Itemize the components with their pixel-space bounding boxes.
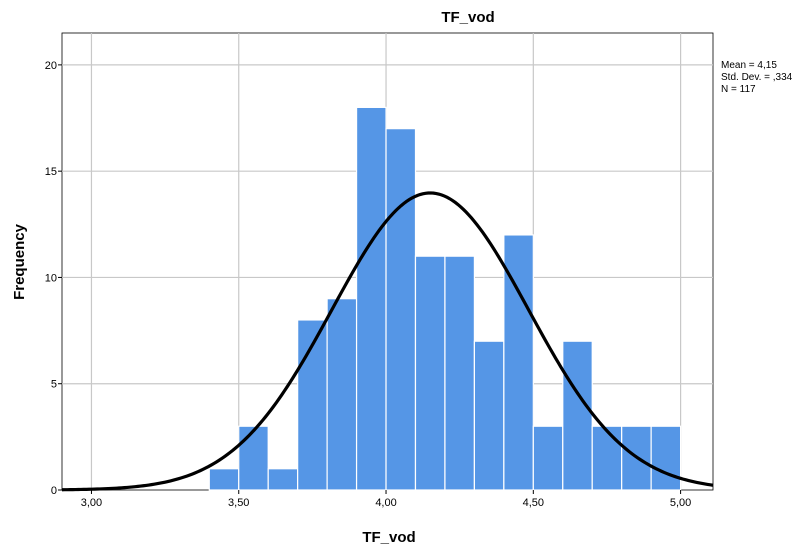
stats-n: N = 117: [721, 84, 756, 95]
histogram-bar: [414, 255, 446, 491]
histogram-bars: [208, 106, 682, 491]
x-tick-label: 4,00: [375, 497, 396, 509]
histogram-bar: [591, 425, 623, 491]
histogram-bar: [208, 468, 240, 491]
y-tick-label: 15: [45, 166, 57, 178]
histogram-bar: [238, 425, 269, 491]
histogram-bar: [503, 234, 534, 491]
histogram-bar: [562, 340, 593, 491]
y-tick-label: 10: [45, 272, 57, 284]
y-tick-label: 0: [51, 485, 57, 497]
chart-title: TF_vod: [441, 9, 494, 26]
x-tick-label: 5,00: [670, 497, 691, 509]
histogram-bar: [532, 425, 564, 491]
histogram-bar: [650, 425, 682, 491]
y-tick-label: 20: [45, 60, 57, 72]
histogram-bar: [355, 106, 387, 491]
histogram-bar: [385, 128, 417, 491]
x-tick-label: 3,50: [228, 497, 249, 509]
histogram-bar: [326, 298, 358, 491]
x-tick-label: 3,00: [81, 497, 102, 509]
y-axis-label: Frequency: [11, 223, 28, 300]
histogram-bar: [473, 340, 505, 491]
normal-curve: [61, 191, 714, 492]
stats-box: Mean = 4,15 Std. Dev. = ,334 N = 117: [721, 60, 793, 95]
histogram-bar: [267, 468, 299, 491]
stats-std-dev: Std. Dev. = ,334: [721, 72, 793, 83]
tick-labels: 3,00 3,50 4,00 4,50 5,00 0 5 10 15 20: [45, 60, 692, 509]
x-axis-label: TF_vod: [362, 529, 415, 546]
histogram-bar: [297, 319, 328, 491]
stats-mean: Mean = 4,15: [721, 60, 777, 71]
x-tick-label: 4,50: [523, 497, 544, 509]
histogram-bar: [444, 255, 475, 491]
y-tick-label: 5: [51, 379, 57, 391]
